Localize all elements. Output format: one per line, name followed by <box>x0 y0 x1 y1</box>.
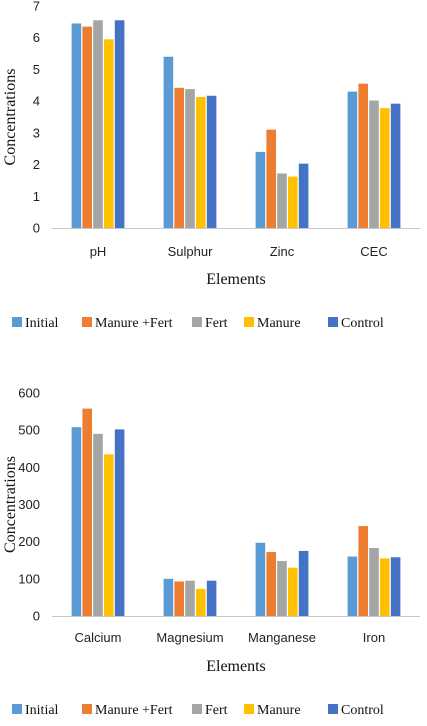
legend-label: Control <box>341 316 384 331</box>
x-category-label: Zinc <box>270 244 295 259</box>
bar-ph-control <box>114 20 125 229</box>
bar-manganese-control <box>298 550 309 616</box>
bar-iron-manure-fert <box>358 526 368 616</box>
legend-label: Fert <box>205 703 228 718</box>
bar-manganese-initial <box>255 542 266 616</box>
x-category-label: Calcium <box>75 630 122 645</box>
legend-swatch <box>12 317 22 327</box>
legend-swatch <box>244 704 254 714</box>
bar-manganese-fert <box>277 560 287 616</box>
bar-iron-fert <box>369 547 379 616</box>
y-axis-title: Concentrations <box>2 69 19 166</box>
y-tick-label: 7 <box>33 0 40 14</box>
legend-label: Initial <box>25 703 59 718</box>
bar-calcium-control <box>114 429 125 616</box>
y-tick-label: 5 <box>33 62 40 77</box>
x-category-label: pH <box>90 244 107 259</box>
bar-zinc-fert <box>277 173 287 228</box>
legend-label: Manure +Fert <box>95 316 173 331</box>
x-category-label: Iron <box>363 630 385 645</box>
bar-calcium-initial <box>71 427 82 616</box>
y-tick-label: 300 <box>18 497 40 512</box>
legend-label: Manure <box>257 703 301 718</box>
legend-swatch <box>244 317 254 327</box>
bar-zinc-manure <box>288 176 298 228</box>
bar-cec-fert <box>369 100 379 228</box>
bar-cec-manure <box>380 108 390 228</box>
y-tick-label: 1 <box>33 189 40 204</box>
y-tick-label: 2 <box>33 157 40 172</box>
y-tick-label: 500 <box>18 423 40 438</box>
y-tick-label: 400 <box>18 460 40 475</box>
legend-label: Manure +Fert <box>95 703 173 718</box>
y-tick-label: 200 <box>18 534 40 549</box>
bar-iron-control <box>390 557 401 616</box>
bar-ph-initial <box>71 23 82 229</box>
legend-swatch <box>82 704 92 714</box>
x-category-label: Magnesium <box>156 630 223 645</box>
y-tick-label: 4 <box>33 94 40 109</box>
bar-sulphur-manure-fert <box>174 87 184 228</box>
y-axis-title: Concentrations <box>2 456 19 553</box>
legend-label: Initial <box>25 316 59 331</box>
x-category-label: CEC <box>360 244 387 259</box>
bar-calcium-manure <box>104 454 114 616</box>
bar-manganese-manure-fert <box>266 552 276 616</box>
bar-calcium-fert <box>93 433 103 616</box>
bar-calcium-manure-fert <box>82 408 92 616</box>
bar-zinc-control <box>298 163 309 228</box>
bar-sulphur-fert <box>185 89 195 228</box>
y-tick-label: 100 <box>18 571 40 586</box>
bar-iron-manure <box>380 558 390 616</box>
legend-swatch <box>328 317 338 327</box>
y-tick-label: 6 <box>33 30 40 45</box>
bar-magnesium-manure-fert <box>174 581 184 616</box>
y-tick-label: 0 <box>33 609 40 624</box>
bar-cec-initial <box>347 91 358 228</box>
legend-swatch <box>192 704 202 714</box>
bar-zinc-manure-fert <box>266 129 276 228</box>
bar-cec-control <box>390 103 401 228</box>
x-category-label: Manganese <box>248 630 316 645</box>
bar-ph-manure <box>104 39 114 228</box>
bar-magnesium-fert <box>185 580 195 616</box>
legend-label: Control <box>341 703 384 718</box>
bar-sulphur-initial <box>163 56 174 228</box>
bar-cec-manure-fert <box>358 83 368 228</box>
legend-swatch <box>12 704 22 714</box>
x-axis-title: Elements <box>206 658 266 675</box>
bar-magnesium-initial <box>163 578 174 616</box>
y-tick-label: 600 <box>18 386 40 401</box>
y-tick-label: 0 <box>33 221 40 236</box>
bar-magnesium-manure <box>196 588 206 616</box>
bar-manganese-manure <box>288 567 298 616</box>
legend-label: Fert <box>205 316 228 331</box>
x-category-label: Sulphur <box>168 244 213 259</box>
bar-ph-manure-fert <box>82 26 92 228</box>
bar-zinc-initial <box>255 151 266 228</box>
legend-label: Manure <box>257 316 301 331</box>
legend-swatch <box>328 704 338 714</box>
bar-sulphur-manure <box>196 97 206 229</box>
bar-iron-initial <box>347 556 358 616</box>
y-tick-label: 3 <box>33 125 40 140</box>
bar-sulphur-control <box>206 95 217 228</box>
legend-swatch <box>192 317 202 327</box>
bar-magnesium-control <box>206 580 217 616</box>
x-axis-title: Elements <box>206 271 266 288</box>
bar-ph-fert <box>93 20 103 229</box>
legend-swatch <box>82 317 92 327</box>
